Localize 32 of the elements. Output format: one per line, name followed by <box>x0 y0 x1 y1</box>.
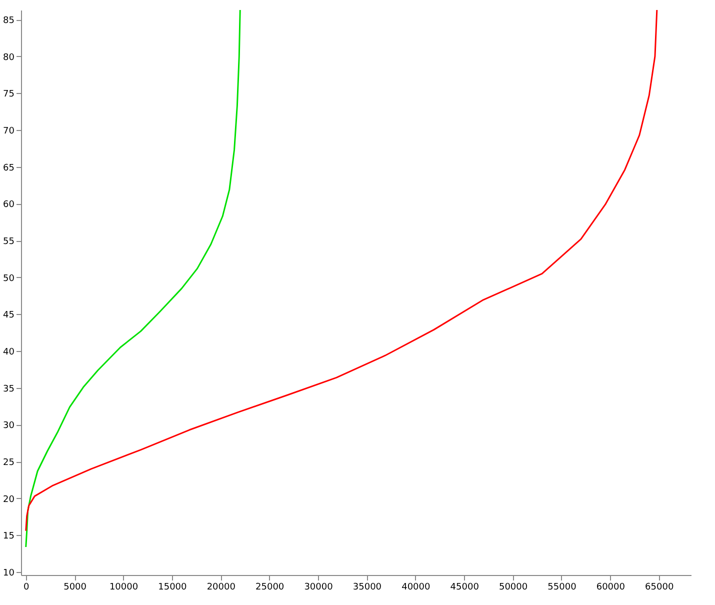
y-tick-label: 40 <box>3 348 15 358</box>
x-tick-label: 35000 <box>352 582 382 592</box>
y-tick-label: 60 <box>3 200 15 210</box>
x-tick-label: 50000 <box>498 582 528 592</box>
x-tick-label: 25000 <box>256 582 284 592</box>
x-tick-label: 60000 <box>596 582 626 592</box>
y-tick-label: 70 <box>3 126 15 137</box>
y-tick-label: 10 <box>3 568 15 579</box>
x-tick-label: 10000 <box>109 582 138 592</box>
y-tick-label: 15 <box>3 532 14 542</box>
y-tick-label: 45 <box>3 310 14 321</box>
x-tick-label: 40000 <box>402 582 430 592</box>
y-tick-label: 55 <box>3 237 14 248</box>
x-tick-label: 15000 <box>158 582 188 592</box>
y-tick-label: 50 <box>3 274 15 284</box>
x-tick-label: 55000 <box>548 582 577 592</box>
x-tick-label: 65000 <box>645 582 674 592</box>
y-tick-label: 65 <box>3 163 14 174</box>
x-tick-label: 45000 <box>450 582 480 592</box>
x-tick-label: 5000 <box>64 582 87 592</box>
y-tick-label: 20 <box>3 494 15 505</box>
y-tick-label: 75 <box>3 90 14 100</box>
x-tick-label: 0 <box>24 582 30 592</box>
y-tick-label: 35 <box>3 384 14 394</box>
y-tick-label: 30 <box>3 421 15 432</box>
x-tick-label: 20000 <box>206 582 236 592</box>
y-tick-label: 85 <box>3 16 14 26</box>
line-series <box>25 10 658 532</box>
x-tick-label: 30000 <box>304 582 334 592</box>
y-tick-label: 25 <box>3 458 14 468</box>
line-series <box>25 10 241 548</box>
y-tick-label: 80 <box>3 52 15 63</box>
